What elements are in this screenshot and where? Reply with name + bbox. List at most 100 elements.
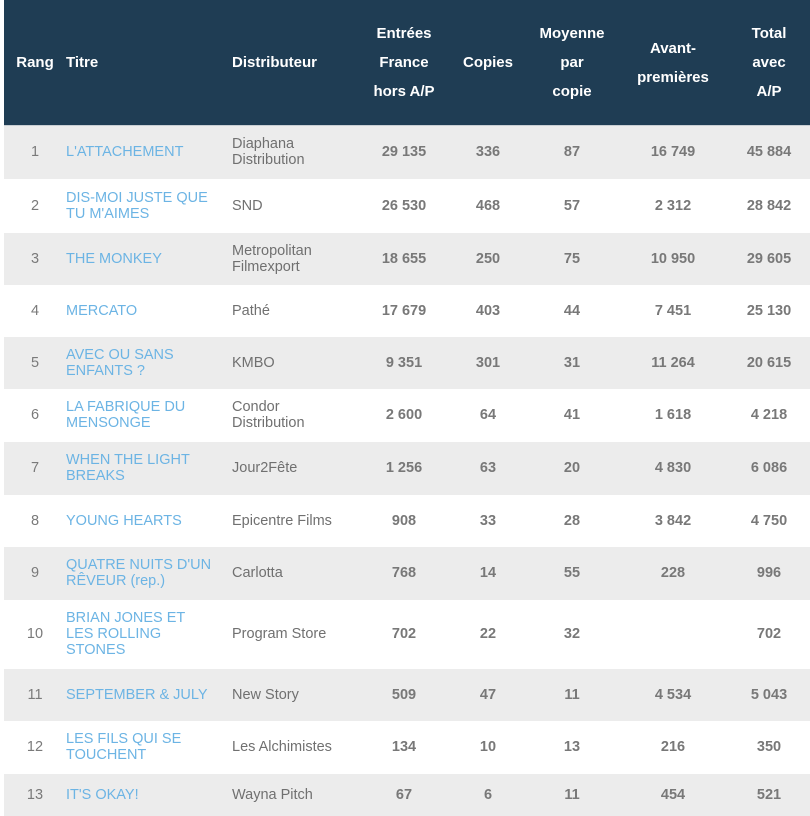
entries-value: 2 600	[385, 407, 423, 423]
film-title-link[interactable]: MERCATO	[66, 303, 216, 319]
entries-value: 17 679	[381, 302, 427, 319]
title-cell: BRIAN JONES ET LES ROLLING STONES	[66, 599, 232, 669]
rank-cell: 5	[4, 336, 66, 389]
average-per-copy-value: 32	[563, 626, 581, 642]
average-per-copy-cell: 11	[526, 773, 618, 816]
film-title-link[interactable]: SEPTEMBER & JULY	[66, 687, 216, 703]
distributor-cell: Pathé	[232, 284, 358, 337]
copies-cell: 250	[450, 232, 526, 285]
total-cell: 20 615	[728, 336, 810, 389]
film-title-line: BREAKS	[66, 468, 125, 484]
film-title-line: THE MONKEY	[66, 250, 162, 267]
previews-cell: 216	[618, 720, 728, 774]
title-cell: DIS-MOI JUSTE QUE TU M'AIMES	[66, 178, 232, 233]
copies-cell: 33	[450, 494, 526, 547]
table-row: 10 BRIAN JONES ET LES ROLLING STONES Program…	[4, 599, 810, 669]
header-entrees-line1: Entrées	[376, 25, 432, 42]
copies-value: 301	[475, 354, 501, 371]
film-title-line: MERCATO	[66, 302, 138, 319]
distributor-line: Distribution	[232, 415, 305, 431]
table-row: 8 YOUNG HEARTS Epicentre Films 908 33 28 3 842…	[4, 494, 810, 547]
rank-cell: 10	[4, 599, 66, 669]
rank-value: 3	[30, 250, 40, 267]
header-copies-label: Copies	[462, 54, 513, 71]
title-cell: AVEC OU SANS ENFANTS ?	[66, 336, 232, 389]
rank-value: 2	[30, 197, 40, 214]
previews-value: 11 264	[651, 354, 695, 371]
distributor-cell: Carlotta	[232, 546, 358, 600]
total-cell: 350	[728, 720, 810, 774]
average-per-copy-value: 11	[564, 686, 580, 703]
total-cell: 5 043	[728, 668, 810, 721]
header-total-line2: avec	[752, 54, 786, 71]
copies-cell: 22	[450, 599, 526, 669]
distributor-cell: Epicentre Films	[232, 494, 358, 547]
film-title-link[interactable]: AVEC OU SANS ENFANTS ?	[66, 347, 216, 379]
total-cell: 6 086	[728, 441, 810, 495]
entries-cell: 9 351	[358, 336, 450, 389]
header-moyenne-line3: copie	[552, 83, 592, 100]
copies-value: 22	[479, 626, 497, 642]
table-row: 13 IT'S OKAY! Wayna Pitch 67 6 11 454 521	[4, 773, 810, 816]
average-per-copy-value: 11	[564, 786, 580, 803]
film-title-line: ENFANTS ?	[66, 362, 145, 379]
header-rang-label: Rang	[16, 54, 54, 71]
total-value: 996	[756, 565, 782, 581]
rank-value: 11	[27, 686, 43, 703]
copies-value: 10	[479, 739, 497, 755]
table-row: 9 QUATRE NUITS D'UN RÊVEUR (rep.) Carlotta 7…	[4, 546, 810, 600]
header-moyenne: Moyenne par copie	[526, 0, 618, 126]
previews-value: 16 749	[650, 144, 696, 161]
rank-cell: 7	[4, 441, 66, 495]
total-value: 45 884	[746, 144, 792, 161]
copies-value: 33	[479, 512, 497, 529]
film-title-link[interactable]: IT'S OKAY!	[66, 787, 216, 803]
total-value: 350	[756, 739, 782, 755]
total-value: 4 218	[750, 407, 788, 423]
distributor-line: Metropolitan	[232, 242, 312, 259]
film-title-link[interactable]: YOUNG HEARTS	[66, 513, 216, 529]
average-per-copy-cell: 87	[526, 125, 618, 179]
table-row: 11 SEPTEMBER & JULY New Story 509 47 11 4 534 5…	[4, 668, 810, 721]
film-title-link[interactable]: THE MONKEY	[66, 251, 216, 267]
header-total: Total avec A/P	[728, 0, 810, 126]
film-title-link[interactable]: L'ATTACHEMENT	[66, 144, 216, 160]
average-per-copy-value: 87	[563, 144, 581, 161]
entries-value: 18 655	[381, 250, 427, 267]
copies-value: 336	[475, 144, 501, 161]
film-title-link[interactable]: BRIAN JONES ET LES ROLLING STONES	[66, 610, 216, 658]
average-per-copy-cell: 75	[526, 232, 618, 285]
previews-value: 3 842	[654, 512, 692, 529]
previews-value: 4 534	[654, 686, 692, 703]
film-title-line: RÊVEUR (rep.)	[66, 573, 166, 589]
distributor-line: SND	[232, 197, 263, 214]
average-per-copy-cell: 11	[526, 668, 618, 721]
film-title-link[interactable]: QUATRE NUITS D'UN RÊVEUR (rep.)	[66, 557, 216, 589]
copies-cell: 10	[450, 720, 526, 774]
film-title-link[interactable]: LES FILS QUI SE TOUCHENT	[66, 731, 216, 763]
title-cell: L'ATTACHEMENT	[66, 125, 232, 179]
film-title-line: BRIAN JONES ET	[66, 610, 186, 626]
film-title-line: LA FABRIQUE DU	[66, 399, 186, 415]
table-row: 2 DIS-MOI JUSTE QUE TU M'AIMES SND 26 530 468…	[4, 178, 810, 233]
film-title-link[interactable]: LA FABRIQUE DU MENSONGE	[66, 399, 216, 431]
film-title-line: TU M'AIMES	[66, 205, 150, 222]
copies-cell: 63	[450, 441, 526, 495]
distributor-line: Les Alchimistes	[232, 739, 332, 755]
distributor-line: Pathé	[232, 302, 270, 319]
film-title-link[interactable]: WHEN THE LIGHT BREAKS	[66, 452, 216, 484]
average-per-copy-value: 41	[563, 407, 581, 423]
entries-cell: 2 600	[358, 388, 450, 442]
copies-cell: 14	[450, 546, 526, 600]
film-title-link[interactable]: DIS-MOI JUSTE QUE TU M'AIMES	[66, 190, 216, 222]
previews-cell: 16 749	[618, 125, 728, 179]
average-per-copy-cell: 28	[526, 494, 618, 547]
entries-cell: 134	[358, 720, 450, 774]
copies-value: 64	[479, 407, 497, 423]
film-title-line: QUATRE NUITS D'UN	[66, 557, 212, 573]
header-distributeur-label: Distributeur	[232, 54, 318, 71]
rank-value: 9	[30, 565, 40, 581]
rank-cell: 3	[4, 232, 66, 285]
copies-value: 250	[475, 250, 501, 267]
header-entrees: Entrées France hors A/P	[358, 0, 450, 126]
